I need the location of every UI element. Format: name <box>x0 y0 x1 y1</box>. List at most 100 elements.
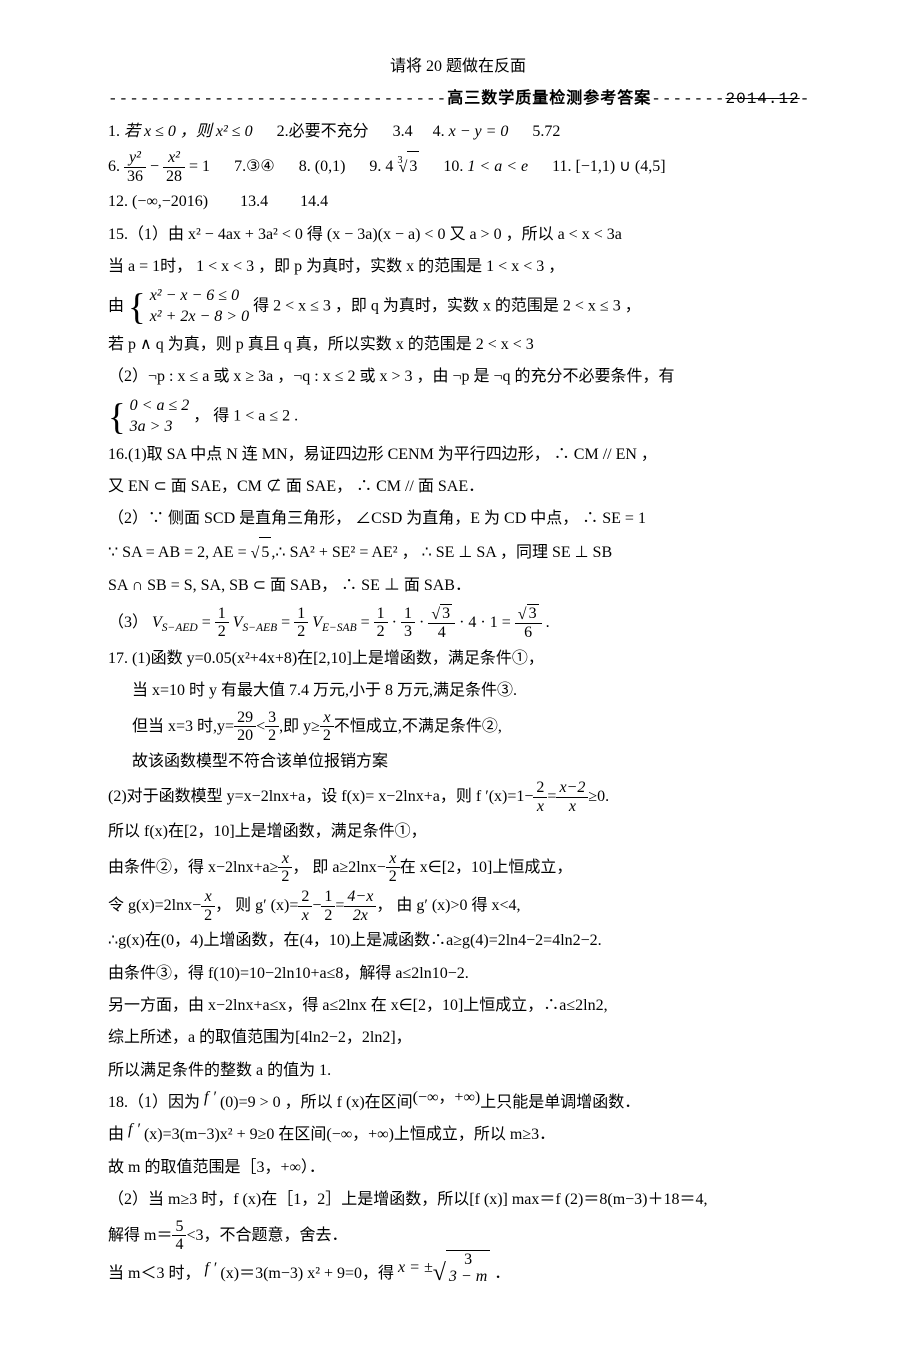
ans12-label: 12. <box>108 193 128 210</box>
dot: · <box>392 613 401 630</box>
f4n: 4−x <box>344 888 376 907</box>
q17-p5: (2)对于函数模型 y=x−2lnx+a，设 f(x)= x−2lnx+a，则 … <box>108 779 808 815</box>
q15-p1a: 15.（1）由 x² − 4ax + 3a² < 0 得 (x − 3a)(x … <box>108 220 808 250</box>
eq3: = <box>361 613 374 630</box>
q18-p1-pre: 18.（1）因为 <box>108 1094 200 1111</box>
brace-icon: { <box>128 290 146 323</box>
ans5-label: 5. <box>532 123 544 140</box>
q17-p5-pre: (2)对于函数模型 y=x−2lnx+a，设 f(x)= x−2lnx+a，则 … <box>108 788 533 805</box>
ans6-frac2: x²28 <box>163 149 185 185</box>
ans7: ③④ <box>246 158 275 175</box>
q15-p5-post: ， 得 1 < a ≤ 2 . <box>193 407 298 424</box>
q18-p1-post: 上只能是单调增函数． <box>480 1094 640 1111</box>
ans6-frac2-num: x² <box>163 149 185 168</box>
f2n: x <box>386 850 400 869</box>
q15-p3: 若 p ∧ q 为真，则 p 真且 q 真，所以实数 x 的范围是 2 < x … <box>108 330 808 360</box>
f2n: x−2 <box>556 779 588 798</box>
lt: < <box>256 717 265 734</box>
ans6-frac2-den: 28 <box>163 168 185 186</box>
eq2: = <box>281 613 294 630</box>
f2d: x <box>298 907 312 925</box>
f2d: 2 <box>294 623 308 641</box>
interval: (−∞，+∞) <box>413 1089 481 1106</box>
q18-p2: 由 f ′ (x)=3(m−3)x² + 9≥0 在区间(−∞，+∞)上恒成立，… <box>108 1120 808 1150</box>
f3d: 2 <box>321 907 335 925</box>
q17-p3-pre: 但当 x=3 时,y= <box>132 717 234 734</box>
period: ． <box>494 1265 510 1282</box>
q15-p1b: 当 a = 1时， 1 < x < 3 ，即 p 为真时，实数 x 的范围是 1… <box>108 252 808 282</box>
dash-right: ----------------- <box>800 90 808 108</box>
ans6-minus: − <box>146 158 163 175</box>
q18-p4: （2）当 m≥3 时，f (x)在［1，2］上是增函数，所以[f (x)] ma… <box>108 1185 808 1215</box>
ans9-rad: 3 <box>407 151 419 182</box>
f1d: 2 <box>215 623 229 641</box>
title-line: --------------------------------高三数学质量检测… <box>108 84 808 114</box>
f3d: 2 <box>374 623 388 641</box>
q16-p1: 16.(1)取 SA 中点 N 连 MN，易证四边形 CENM 为平行四边形， … <box>108 440 808 470</box>
fprime: f ′ <box>200 1260 220 1277</box>
page-title: 高三数学质量检测参考答案 <box>447 90 651 108</box>
ans8: (0,1) <box>315 158 346 175</box>
q17-p10: 由条件③，得 f(10)=10−2ln10+a≤8，解得 a≤2ln10−2. <box>108 959 808 989</box>
q18-p5: 解得 m＝54<3，不合题意，舍去． <box>108 1218 808 1254</box>
q17-p1: 17. (1)函数 y=0.05(x²+4x+8)在[2,10]上是增函数，满足… <box>108 644 808 674</box>
q17-p8: 令 g(x)=2lnx−x2， 则 g′ (x)=2x−12=4−x2x， 由 … <box>108 888 808 924</box>
xeq: x = ± <box>398 1259 433 1276</box>
q16-p6: （3） VS−AED = 12 VS−AEB = 12 VE−SAB = 12 … <box>108 604 808 642</box>
ans10-label: 10. <box>443 158 463 175</box>
f1n: x <box>201 888 215 907</box>
v-sub2: S−AEB <box>243 622 278 634</box>
f1n: 1 <box>215 605 229 624</box>
ans3: 4 <box>405 123 413 140</box>
ans9-index: 3 <box>397 155 402 166</box>
ans1: 若 x ≤ 0 ，则 x² ≤ 0 <box>120 123 253 140</box>
v-symbol: V <box>233 613 243 630</box>
v-sub1: S−AED <box>162 622 198 634</box>
ans6-eq: = 1 <box>185 158 210 175</box>
q16-p4: ∵ SA = AB = 2, AE = √5,∴ SA² + SE² = AE²… <box>108 537 808 569</box>
ans10: 1 < a < e <box>467 158 528 175</box>
q15-p2-pre: 由 <box>108 297 124 314</box>
q17-p12: 综上所述，a 的取值范围为[4ln2−2，2ln2]， <box>108 1023 808 1053</box>
f2n: 1 <box>294 605 308 624</box>
f2d: 2 <box>265 727 279 745</box>
fprime: f ′ <box>124 1121 144 1138</box>
q15-p5: { 0 < a ≤ 2 3a > 3 ， 得 1 < a ≤ 2 . <box>108 395 808 438</box>
q18-p1-mid: (0)=9 > 0 ，所以 f (x)在区间 <box>220 1094 413 1111</box>
q15-p4: （2）¬p : x ≤ a 或 x ≥ 3a ，¬q : x ≤ 2 或 x >… <box>108 362 808 392</box>
q16-p5: SA ∩ SB = S, SA, SB ⊂ 面 SAB， ∴ SE ⊥ 面 SA… <box>108 571 808 601</box>
q17-p2: 当 x=10 时 y 有最大值 7.4 万元,小于 8 万元,满足条件③. <box>108 676 808 706</box>
f3d: 2 <box>320 727 334 745</box>
ans8-label: 8. <box>299 158 311 175</box>
q15-p2-line2: x² + 2x − 8 > 0 <box>150 308 249 325</box>
q16-p6-pre: （3） <box>108 613 148 630</box>
q17-p7-mid: ， 即 a≥2lnx− <box>292 859 385 876</box>
ans4: x − y = 0 <box>449 123 509 140</box>
q17-p3-mid: ,即 y≥ <box>279 717 320 734</box>
brace-icon: { <box>108 400 126 433</box>
answers-row-2: 6. y²36 − x²28 = 1 7.③④ 8. (0,1) 9. 43√3… <box>108 149 808 185</box>
f3n: 1 <box>374 605 388 624</box>
q17-p9: ∴g(x)在(0，4)上增函数，在(4，10)上是减函数∴a≥g(4)=2ln4… <box>108 926 808 956</box>
eq: = <box>335 897 344 914</box>
q18-p6-mid: (x)＝3(m−3) x² + 9=0，得 <box>220 1265 398 1282</box>
f6d: 6 <box>515 624 542 642</box>
v-symbol: V <box>312 613 322 630</box>
f5nrad: 3 <box>440 604 452 623</box>
q18-p5-post: <3，不合题意，舍去． <box>186 1226 347 1243</box>
q17-p5-post: ≥0. <box>588 788 609 805</box>
q18-p6: 当 m＜3 时， f ′ (x)＝3(m−3) x² + 9=0，得 x = ±… <box>108 1256 808 1302</box>
tail: · 4 · 1 = <box>459 613 515 630</box>
f2d: x <box>556 798 588 816</box>
fn: 5 <box>172 1218 186 1237</box>
q18-p1: 18.（1）因为 f ′ (0)=9 > 0 ，所以 f (x)在区间(−∞，+… <box>108 1088 808 1118</box>
f2n: 3 <box>265 709 279 728</box>
q17-p8-pre: 令 g(x)=2lnx− <box>108 897 201 914</box>
f4n: 1 <box>401 605 415 624</box>
f5d: 4 <box>428 624 455 642</box>
ans9-coef: 4 <box>385 158 393 175</box>
f4d: 2x <box>344 907 376 925</box>
q16-p3: （2）∵ 侧面 SCD 是直角三角形， ∠CSD 为直角，E 为 CD 中点， … <box>108 504 808 534</box>
f1n: 2 <box>533 779 547 798</box>
q17-p11: 另一方面，由 x−2lnx+a≤x，得 a≤2lnx 在 x∈[2，10]上恒成… <box>108 991 808 1021</box>
